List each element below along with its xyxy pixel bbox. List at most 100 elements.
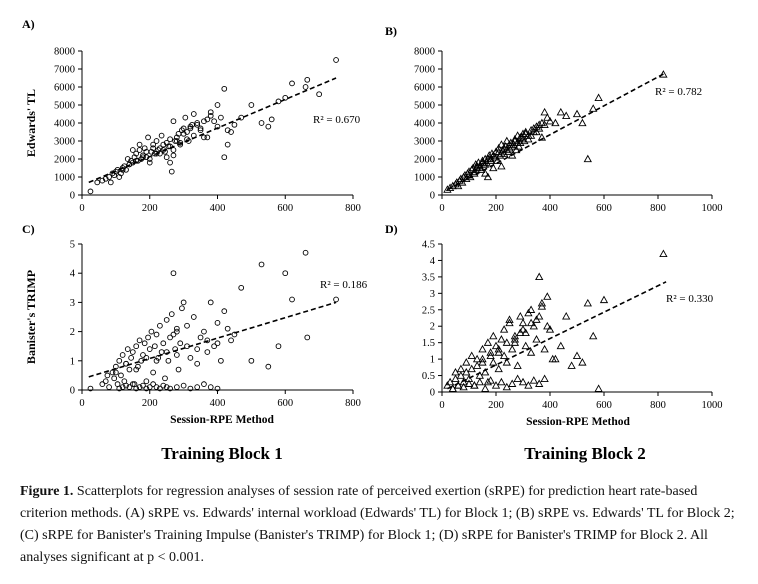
data-point	[289, 80, 295, 87]
data-point	[454, 181, 463, 190]
data-point	[141, 340, 148, 347]
data-point	[87, 188, 94, 195]
data-point	[187, 355, 194, 361]
block-label-1: Training Block 1	[161, 444, 283, 463]
data-point	[583, 154, 592, 163]
trend-line	[447, 71, 667, 191]
data-point	[150, 145, 156, 152]
data-point	[224, 325, 231, 332]
x-axis-label: Session-RPE Method	[170, 414, 274, 426]
data-point	[551, 118, 560, 127]
y-tick-label: 8000	[414, 47, 435, 58]
data-point	[513, 138, 522, 146]
x-tick-label: 0	[79, 203, 84, 214]
y-tick-label: 2	[430, 322, 435, 333]
data-point	[475, 163, 484, 172]
data-point	[151, 343, 158, 350]
caption-text: Scatterplots for regression analyses of …	[20, 484, 735, 565]
data-point	[572, 109, 582, 118]
data-point	[207, 109, 214, 116]
data-point	[174, 328, 180, 335]
data-point	[207, 112, 214, 119]
x-tick-label: 1000	[702, 203, 723, 214]
x-tick-label: 200	[488, 203, 504, 214]
x-tick-label: 0	[79, 398, 84, 409]
trend-line	[88, 301, 337, 378]
data-point	[146, 159, 153, 166]
data-point	[526, 348, 536, 356]
data-point	[540, 120, 549, 128]
data-point	[187, 123, 194, 130]
data-point	[165, 357, 172, 364]
y-tick-label: 4000	[54, 119, 75, 130]
data-point	[174, 325, 180, 332]
data-point	[502, 358, 511, 366]
x-tick-label: 600	[596, 203, 612, 214]
data-point	[180, 382, 187, 389]
data-point	[145, 134, 151, 141]
data-point	[170, 147, 177, 153]
data-point	[248, 102, 255, 108]
data-point	[150, 369, 156, 376]
data-point	[221, 308, 228, 315]
data-point	[118, 372, 124, 379]
data-point	[521, 341, 530, 350]
data-point	[153, 138, 160, 144]
data-point	[129, 381, 136, 388]
data-point	[167, 385, 173, 392]
y-tick-label: 5	[70, 240, 75, 251]
data-point	[562, 312, 571, 320]
data-point	[491, 152, 501, 161]
data-point	[512, 145, 521, 154]
data-point	[201, 328, 207, 335]
data-point	[502, 145, 511, 154]
panel-label: B)	[385, 24, 397, 38]
x-tick-label: 200	[488, 400, 504, 411]
data-point	[464, 379, 474, 387]
data-point	[214, 123, 221, 130]
data-point	[518, 318, 528, 327]
data-point	[494, 364, 503, 373]
data-point	[201, 381, 207, 388]
data-point	[211, 343, 217, 350]
x-tick-label: 800	[345, 398, 361, 409]
data-point	[194, 346, 201, 352]
x-tick-label: 800	[345, 203, 361, 214]
data-point	[194, 384, 201, 390]
data-point	[529, 376, 538, 384]
data-point	[153, 384, 160, 390]
data-point	[589, 331, 598, 340]
block-label-2: Training Block 2	[524, 444, 646, 463]
data-point	[221, 154, 228, 161]
data-point	[497, 335, 506, 343]
data-point	[510, 331, 520, 340]
data-point	[231, 331, 238, 338]
y-tick-label: 2.5	[422, 305, 435, 316]
x-tick-label: 800	[650, 203, 666, 214]
data-point	[464, 374, 474, 383]
data-point	[116, 385, 123, 392]
data-point	[190, 111, 197, 117]
data-point	[119, 352, 126, 358]
data-point	[143, 378, 150, 385]
y-tick-label: 2000	[414, 155, 435, 166]
data-point	[146, 384, 153, 390]
data-point	[140, 382, 146, 389]
data-point	[526, 305, 536, 313]
data-point	[508, 142, 517, 150]
data-point	[111, 375, 118, 382]
data-point	[167, 334, 173, 341]
x-tick-label: 400	[210, 398, 226, 409]
x-tick-label: 0	[439, 400, 444, 411]
data-point	[481, 160, 490, 168]
data-point	[197, 127, 204, 134]
data-point	[158, 132, 165, 139]
data-point	[177, 340, 184, 347]
data-point	[116, 357, 123, 364]
data-point	[174, 384, 180, 390]
y-tick-label: 3.5	[422, 272, 435, 283]
data-point	[136, 141, 143, 148]
data-point	[214, 385, 221, 392]
data-point	[333, 57, 339, 63]
data-point	[167, 136, 173, 143]
